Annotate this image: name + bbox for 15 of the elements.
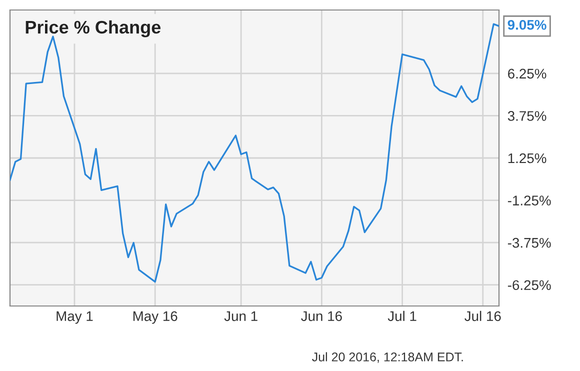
- x-tick-label: Jul 16: [464, 310, 501, 322]
- x-tick-label: May 1: [56, 311, 93, 324]
- x-tick-label: Jun 1: [224, 311, 258, 322]
- y-tick-label: 3.75%: [508, 111, 546, 121]
- x-tick-label: Jul 1: [388, 310, 416, 322]
- y-tick-label: 6.25%: [508, 68, 546, 79]
- x-tick-label: May 16: [133, 311, 178, 324]
- annotation: 9.05%: [508, 20, 546, 30]
- text: Price % Change: [26, 20, 161, 38]
- y-tick-label: -6.25%: [508, 280, 551, 290]
- y-tick-label: 1.25%: [508, 153, 546, 164]
- y-tick-label: -1.25%: [508, 196, 551, 206]
- text: Jul 20 2016, 12:18AM EDT.: [312, 352, 463, 363]
- y-tick-label: -3.75%: [508, 238, 551, 248]
- x-tick-label: Jun 16: [301, 311, 342, 322]
